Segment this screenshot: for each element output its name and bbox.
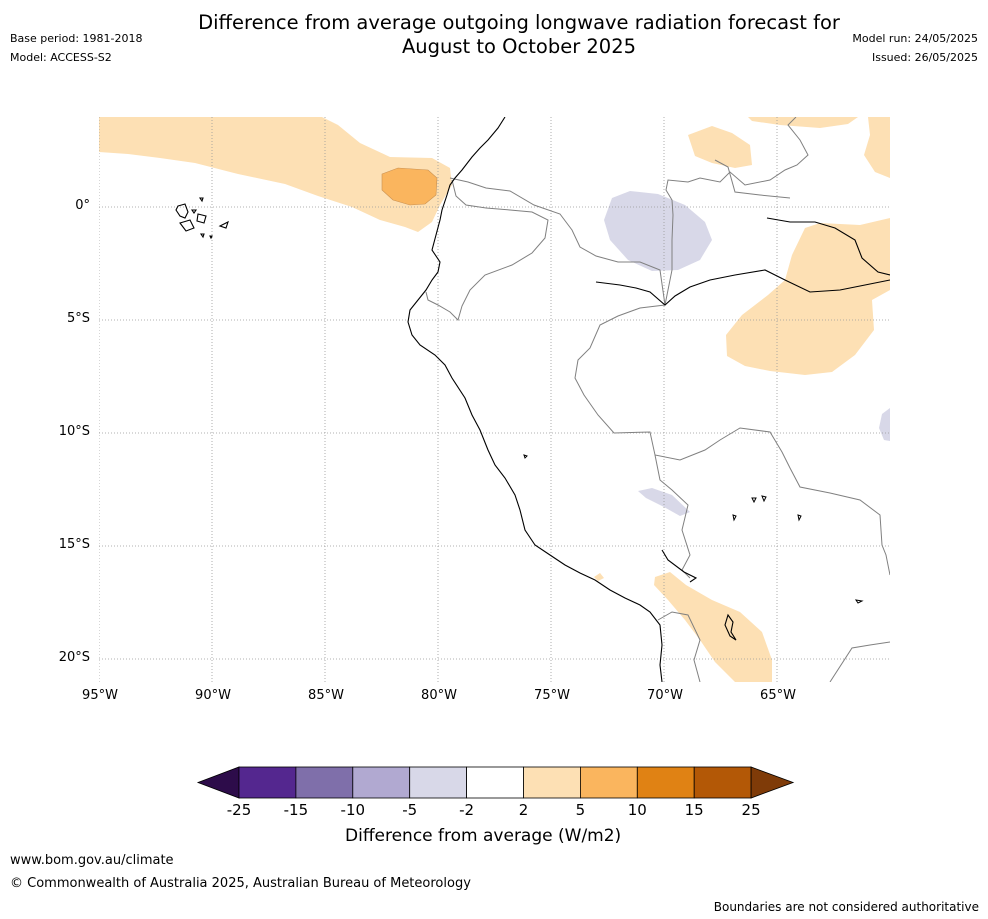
colorbar-tick-label: -10 <box>340 801 366 819</box>
lat-tick: 20°S <box>58 650 90 665</box>
lon-tick: 70°W <box>647 688 683 703</box>
map-area <box>99 117 890 682</box>
website-text: www.bom.gov.au/climate <box>10 853 174 868</box>
coastlines <box>407 117 890 682</box>
map-title: Difference from average outgoing longwav… <box>0 11 988 59</box>
colorbar-tick-label: -5 <box>402 801 418 819</box>
colorbar-arrow-right <box>750 766 795 799</box>
lon-tick: 85°W <box>308 688 344 703</box>
copyright-text: © Commonwealth of Australia 2025, Austra… <box>10 876 471 891</box>
galapagos-islands <box>175 197 229 240</box>
colorbar-title: Difference from average (W/m2) <box>345 826 622 846</box>
colorbar-swatch <box>352 766 411 799</box>
small-lakes <box>523 454 864 604</box>
lon-tick: 90°W <box>195 688 231 703</box>
model-text: Model: ACCESS-S2 <box>10 51 112 64</box>
title-line-1: Difference from average outgoing longwav… <box>198 11 840 34</box>
country-borders <box>425 117 890 682</box>
issued-text: Issued: 26/05/2025 <box>871 51 978 64</box>
anomaly-strong-positive-region <box>381 167 438 206</box>
colorbar-tick-label: 15 <box>684 801 704 819</box>
colorbar-tick-label: 5 <box>575 801 586 819</box>
lon-tick: 95°W <box>82 688 118 703</box>
graticule <box>99 117 890 682</box>
anomaly-positive-region <box>688 126 752 168</box>
anomaly-positive-region <box>594 573 604 581</box>
colorbar-swatch <box>238 766 297 799</box>
colorbar-swatch <box>523 766 581 799</box>
anomaly-negative-region <box>879 408 890 441</box>
lon-tick: 80°W <box>421 688 457 703</box>
colorbar-tick-label: 10 <box>627 801 647 819</box>
base-period-text: Base period: 1981-2018 <box>10 32 143 45</box>
lon-tick: 75°W <box>534 688 570 703</box>
colorbar-swatch <box>295 766 354 799</box>
model-run-text: Model run: 24/05/2025 <box>852 32 978 45</box>
anomaly-positive-region <box>864 117 890 178</box>
colorbar-swatch <box>636 766 695 799</box>
colorbar-swatch <box>466 766 524 799</box>
anomaly-positive-region <box>654 572 772 682</box>
lat-tick: 15°S <box>58 537 90 552</box>
colorbar-tick-label: -25 <box>226 801 252 819</box>
anomaly-positive-region <box>726 218 890 375</box>
anomaly-positive-region <box>99 117 452 232</box>
title-line-2: August to October 2025 <box>401 35 637 58</box>
colorbar <box>196 766 795 799</box>
colorbar-arrow-left <box>196 766 240 799</box>
disclaimer-text: Boundaries are not considered authoritat… <box>713 900 979 914</box>
colorbar-tick-label: 25 <box>741 801 761 819</box>
colorbar-tick-label: 2 <box>518 801 529 819</box>
colorbar-tick-label: -2 <box>459 801 475 819</box>
lat-tick: 10°S <box>58 424 90 439</box>
anomaly-positive-region <box>748 117 858 128</box>
colorbar-tick-label: -15 <box>283 801 309 819</box>
colorbar-swatch <box>409 766 468 799</box>
lat-tick: 5°S <box>66 311 90 326</box>
lon-tick: 65°W <box>760 688 796 703</box>
colorbar-swatch <box>693 766 752 799</box>
anomaly-negative-region <box>604 191 712 271</box>
colorbar-swatch <box>580 766 638 799</box>
lat-tick: 0° <box>75 198 90 213</box>
